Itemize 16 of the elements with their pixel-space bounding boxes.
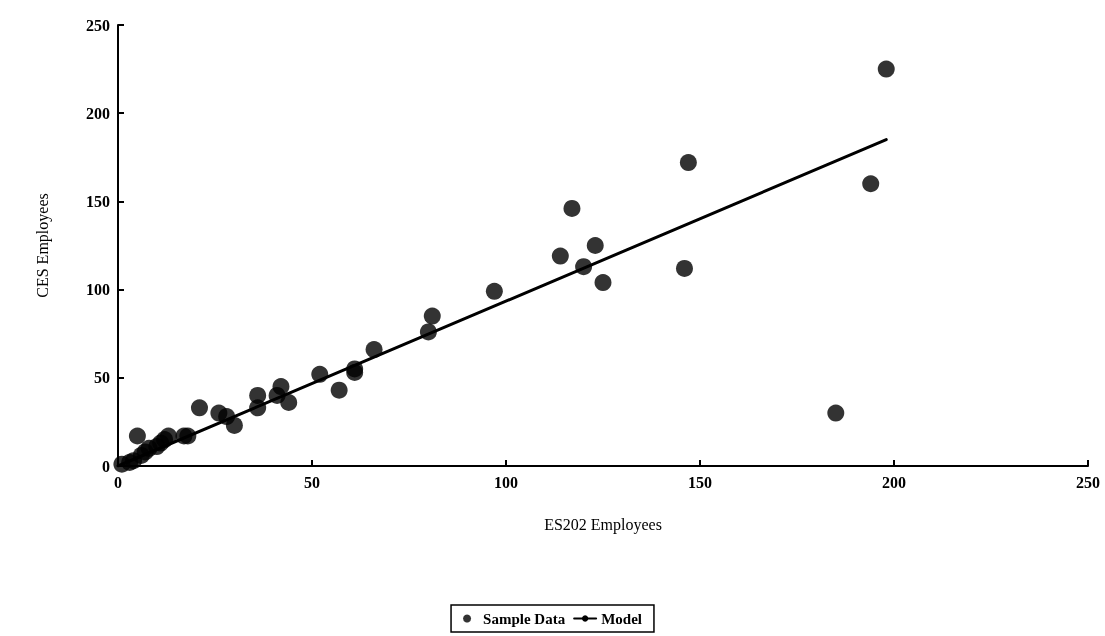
x-tick-label: 0 bbox=[114, 473, 122, 491]
y-tick-label: 0 bbox=[102, 457, 110, 475]
x-tick-label: 50 bbox=[304, 473, 320, 491]
x-axis-title: ES202 Employees bbox=[544, 515, 662, 534]
legend-label: Sample Data bbox=[483, 610, 566, 627]
y-tick-label: 250 bbox=[86, 16, 110, 34]
y-tick-label: 50 bbox=[94, 369, 110, 387]
x-tick-label: 100 bbox=[494, 473, 518, 491]
x-tick-label: 250 bbox=[1076, 473, 1100, 491]
x-tick-label: 150 bbox=[688, 473, 712, 491]
x-tick-label: 200 bbox=[882, 473, 906, 491]
y-tick-label: 200 bbox=[86, 104, 110, 122]
y-tick-label: 100 bbox=[86, 281, 110, 299]
y-tick-label: 150 bbox=[86, 192, 110, 210]
legend-label: Model bbox=[601, 610, 642, 627]
y-axis-title: CES Employees bbox=[33, 193, 52, 298]
